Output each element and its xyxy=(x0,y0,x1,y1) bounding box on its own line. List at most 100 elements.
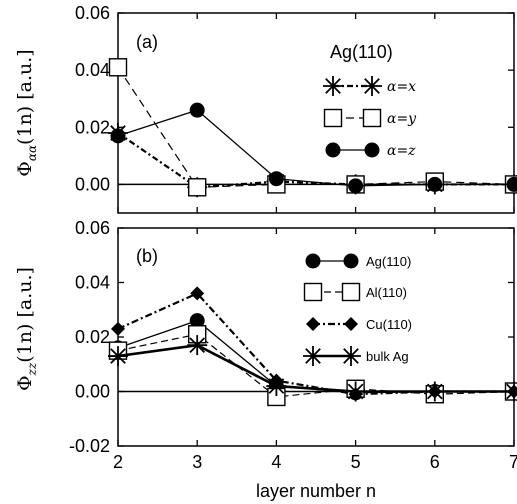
x-tick-label: 2 xyxy=(113,452,123,472)
legend-entry: bulk Ag xyxy=(303,346,409,366)
legend-marker-shape xyxy=(364,142,380,158)
panel-a: 0.00 0.02 0.04 0.06 (a) Ag(110) α=x α=y α=z xyxy=(75,3,517,214)
y-tick-label: 0.04 xyxy=(75,273,110,293)
legend-label: Cu(110) xyxy=(366,317,412,332)
legend: Ag(110) α=x α=y α=z xyxy=(323,42,417,159)
series-line xyxy=(117,132,514,189)
legend-marker-shape xyxy=(303,282,323,302)
data-point xyxy=(506,176,517,192)
legend-marker-shape xyxy=(306,317,320,331)
series--z xyxy=(110,102,517,194)
legend-label: Ag(110) xyxy=(366,254,411,269)
series-line xyxy=(117,66,515,188)
legend-marker xyxy=(305,253,321,269)
data-point xyxy=(108,346,128,367)
data-point-shape xyxy=(108,346,128,367)
panel-b: -0.02 0.00 0.02 0.04 0.06 2 3 4 5 6 7 layer number … xyxy=(69,218,517,501)
data-point-shape xyxy=(345,381,366,402)
data-point xyxy=(187,335,208,356)
y-tick-label: 0.06 xyxy=(75,218,110,238)
y-axis-label: Φαα(1n) [a.u.] xyxy=(14,49,39,176)
y-axis-symbol: Φ xyxy=(14,161,36,177)
legend-marker xyxy=(362,76,382,96)
legend-label: bulk Ag xyxy=(366,349,409,364)
legend-marker xyxy=(323,108,343,128)
x-tick-label: 3 xyxy=(192,452,202,472)
plot-frame xyxy=(117,12,515,214)
series-cu-110- xyxy=(111,286,517,402)
x-tick-label: 7 xyxy=(509,452,517,472)
data-point xyxy=(111,321,125,336)
y-tick-label: -0.02 xyxy=(69,436,110,456)
data-point-shape xyxy=(189,102,205,118)
data-point xyxy=(187,178,207,197)
series-line xyxy=(117,109,514,187)
data-point xyxy=(268,171,284,187)
y-tick-label: 0.04 xyxy=(75,60,110,80)
y-axis-labels: Φαα(1n) [a.u.]Φzz(1n) [a.u.] xyxy=(14,49,39,391)
legend-marker-shape xyxy=(341,346,361,366)
x-tick-label: 6 xyxy=(430,452,440,472)
legend-label: α=z xyxy=(387,143,416,159)
legend-label: α=y xyxy=(387,111,417,127)
y-axis-unit: (1n) [a.u.] xyxy=(14,49,36,145)
y-tick-label: 0.00 xyxy=(75,382,110,402)
data-point xyxy=(108,58,128,77)
legend-entry: Ag(110) xyxy=(305,253,411,269)
data-point xyxy=(504,381,517,402)
data-point xyxy=(427,176,443,192)
legend-marker xyxy=(362,108,382,128)
legend: Ag(110) Al(110) Cu(110) bulk Ag xyxy=(303,253,412,366)
data-point-shape xyxy=(266,376,287,397)
series--y xyxy=(108,58,517,197)
series-line xyxy=(117,292,514,396)
legend-marker xyxy=(341,346,361,366)
legend-marker-shape xyxy=(362,108,382,128)
legend-entry: α=x xyxy=(323,76,416,96)
y-tick-label: 0.06 xyxy=(75,3,110,23)
data-point-shape xyxy=(111,321,125,336)
data-point-shape xyxy=(427,176,443,192)
data-point-shape xyxy=(424,381,445,402)
data-point xyxy=(345,381,366,402)
x-tick-label: 4 xyxy=(271,452,281,472)
panel-label: (b) xyxy=(136,246,158,266)
series-line xyxy=(117,343,514,393)
y-axis-subscript: zz xyxy=(25,362,39,376)
legend-marker xyxy=(306,317,320,331)
legend-marker xyxy=(344,317,358,331)
data-point-shape xyxy=(110,128,126,144)
data-point-shape xyxy=(268,171,284,187)
series-bulk-ag xyxy=(108,335,517,402)
legend-label: Al(110) xyxy=(366,285,407,300)
x-tick-label: 5 xyxy=(351,452,361,472)
y-axis-subscript: αα xyxy=(25,145,39,161)
panel-label: (a) xyxy=(136,32,158,52)
legend-marker-shape xyxy=(343,253,359,269)
data-point-shape xyxy=(348,178,364,194)
legend-entry: Al(110) xyxy=(303,282,407,302)
y-axis-label: Φzz(1n) [a.u.] xyxy=(14,267,39,391)
legend-marker-shape xyxy=(341,282,361,302)
legend-marker-shape xyxy=(323,76,343,96)
legend-entry: α=z xyxy=(325,142,416,159)
legend-marker xyxy=(364,142,380,158)
legend-entry: α=y xyxy=(323,108,417,128)
series-line xyxy=(117,333,515,398)
legend-label: α=x xyxy=(387,79,416,95)
x-axis-label: layer number n xyxy=(256,481,376,501)
data-point xyxy=(190,286,205,301)
legend-marker xyxy=(341,282,361,302)
data-point-shape xyxy=(190,286,205,301)
legend-marker-shape xyxy=(323,108,343,128)
y-axis-unit: (1n) [a.u.] xyxy=(14,267,36,363)
legend-marker-shape xyxy=(362,76,382,96)
legend-marker-shape xyxy=(305,253,321,269)
series--x xyxy=(108,123,517,198)
data-point-shape xyxy=(108,58,128,77)
legend-title: Ag(110) xyxy=(330,42,393,62)
y-tick-label: 0.00 xyxy=(75,174,110,194)
data-point xyxy=(424,381,445,402)
legend-marker xyxy=(325,142,341,158)
